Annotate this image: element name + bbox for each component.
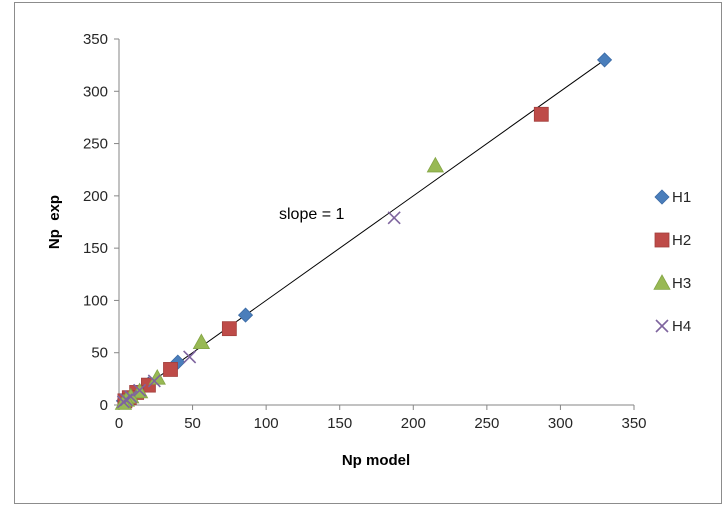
slope-reference-line [118,59,605,406]
chart-area: 0 50 100 150 200 250 300 350 0 50 100 150 200 250 300… [14,2,722,504]
h4-data-point [116,395,130,409]
legend-label-h4: H4 [672,318,691,335]
h3-data-point [426,156,445,173]
legend-label-h3: H3 [672,275,691,292]
h2-data-point [221,321,237,337]
x-tick-label: 350 [621,415,646,432]
axes [118,39,634,406]
h3-data-point [192,333,211,350]
y-axis-title: Np exp [46,195,63,249]
legend-marker-h2 [654,232,670,248]
x-tick-label: 50 [184,415,201,432]
x-tick-label: 200 [401,415,426,432]
legend-marker-h4 [655,319,669,333]
scatter-chart: 0 50 100 150 200 250 300 350 0 50 100 150 200 250 300… [46,31,691,469]
y-tick-label: 300 [83,83,108,100]
legend-marker-h1 [654,189,670,205]
slope-annotation: slope = 1 [279,206,344,223]
h1-data-point [237,307,254,323]
x-axis-title: Np model [342,452,410,469]
h1-data-point [597,52,613,68]
y-tick-label: 0 [100,397,108,414]
legend-label-h2: H2 [672,232,691,249]
h4-data-point [147,374,161,388]
y-tick-label: 100 [83,292,108,309]
x-tick-label: 300 [548,415,573,432]
h2-data-point [533,106,549,122]
h2-data-point [163,362,178,377]
h4-data-point [133,383,147,397]
y-tick-label: 50 [91,345,108,362]
h4-data-point [183,350,197,364]
legend-marker-h3 [653,274,671,290]
x-tick-label: 150 [327,415,352,432]
x-tick-label: 100 [254,415,279,432]
data-points [114,52,613,410]
x-tick-label: 250 [474,415,499,432]
x-tick-group: 0 50 100 150 200 250 300 350 [115,405,647,432]
y-tick-label: 150 [83,240,108,257]
legend: H1 H2 H3 H4 [653,189,691,335]
y-tick-label: 200 [83,188,108,205]
y-tick-label: 250 [83,136,108,153]
h4-data-point [387,211,401,225]
y-tick-group: 0 50 100 150 200 250 300 350 [83,31,119,414]
x-tick-label: 0 [115,415,123,432]
y-tick-label: 350 [83,31,108,48]
legend-label-h1: H1 [672,189,691,206]
